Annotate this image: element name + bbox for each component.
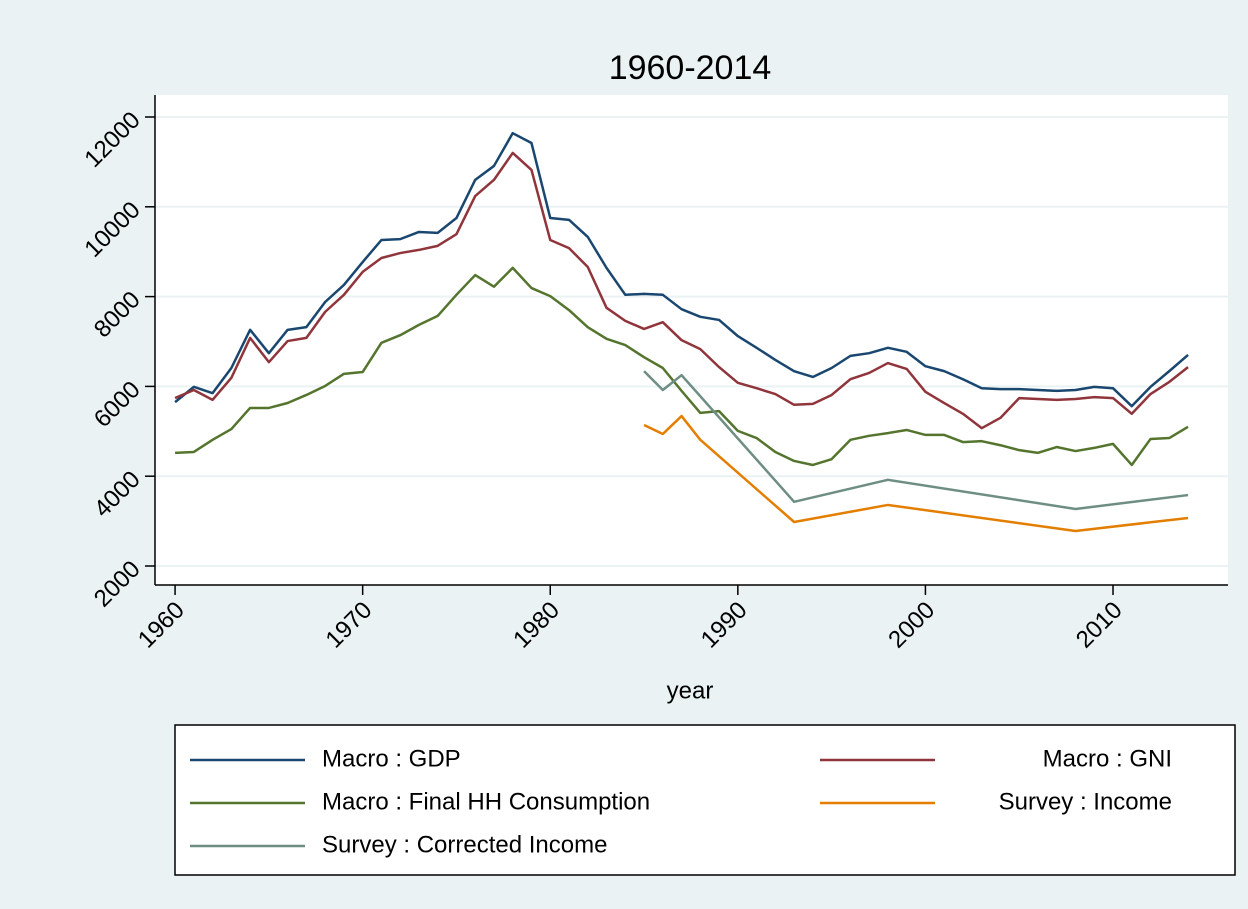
legend-label: Macro : Final HH Consumption [322,788,650,815]
series-line [175,266,1189,467]
legend-label: Survey : Income [999,788,1172,815]
plot-area [155,95,1228,585]
legend-label: Survey : Corrected Income [322,831,607,858]
legend-label: Macro : GDP [322,745,461,772]
legend [174,724,1236,876]
series-line [174,151,1189,430]
series-line [643,370,1189,511]
chart-title: 1960-2014 [609,49,772,87]
legend-label: Macro : GNI [1043,745,1172,772]
series-line [174,131,1189,408]
x-axis-label: year [667,677,714,704]
series-line [643,414,1189,533]
